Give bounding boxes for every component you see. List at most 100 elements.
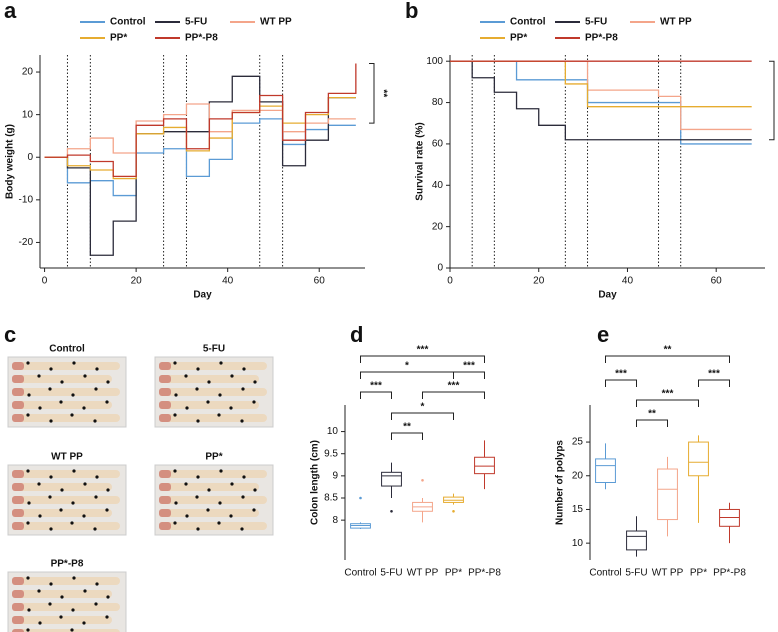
polyp-dot — [82, 514, 86, 518]
y-tick-label: 9.5 — [324, 448, 338, 459]
polyp-dot — [173, 521, 177, 525]
polyp-dot — [26, 361, 30, 365]
y-tick-label: -10 — [19, 194, 34, 205]
polyp-dot — [70, 521, 74, 525]
legend-label: PP*-P8 — [585, 33, 618, 44]
x-tick-label: PP* — [690, 568, 707, 579]
significance-label: *** — [417, 345, 429, 356]
polyp-dot — [173, 413, 177, 417]
polyp-dot — [241, 387, 245, 391]
significance-bracket — [360, 391, 392, 399]
significance-bracket — [769, 60, 775, 141]
y-axis-label: Colon length (cm) — [310, 440, 321, 525]
polyp-dot — [174, 501, 178, 505]
colon-strip — [12, 522, 120, 530]
x-tick-label: 20 — [131, 276, 143, 287]
polyp-dot — [185, 406, 189, 410]
significance-bracket — [369, 63, 375, 124]
step-line — [450, 60, 752, 108]
image-label: Control — [49, 344, 85, 355]
significance-bracket — [453, 371, 485, 379]
y-axis-label: Number of polyps — [555, 440, 566, 525]
polyp-dot — [217, 413, 221, 417]
polyp-dot — [71, 501, 75, 505]
y-tick-label: 25 — [572, 437, 584, 448]
y-tick-label: 40 — [432, 180, 444, 191]
polyp-dot — [95, 367, 99, 371]
significance-label: *** — [463, 361, 475, 372]
polyp-dot — [106, 488, 110, 492]
legend-label: Control — [110, 17, 146, 28]
colon-strip — [12, 470, 120, 478]
colon-strip — [159, 496, 267, 504]
image-label: PP*-P8 — [51, 559, 84, 570]
significance-label: *** — [370, 381, 382, 392]
colon-end — [12, 590, 24, 598]
polyp-dot — [82, 406, 86, 410]
step-line — [450, 60, 752, 131]
polyp-dot — [219, 469, 223, 473]
polyp-dot — [37, 482, 41, 486]
polyp-dot — [218, 501, 222, 505]
image-label: 5-FU — [203, 344, 225, 355]
box — [474, 456, 495, 475]
polyp-dot — [206, 508, 210, 512]
polyp-dot — [82, 621, 86, 625]
x-axis-label: Day — [193, 290, 212, 301]
polyp-dot — [27, 393, 31, 397]
panel-letter: c — [4, 322, 16, 347]
colon-strip — [12, 483, 112, 491]
polyp-dot — [95, 582, 99, 586]
legend-label: PP* — [110, 33, 127, 44]
outlier — [390, 509, 393, 513]
colon-strip — [159, 483, 259, 491]
x-tick-label: WT PP — [407, 568, 439, 579]
colon-strip — [159, 414, 267, 422]
polyp-dot — [72, 576, 76, 580]
y-tick-label: 20 — [572, 470, 584, 481]
y-axis-label: Survival rate (%) — [415, 122, 426, 200]
polyp-dot — [26, 413, 30, 417]
x-tick-label: Control — [589, 568, 621, 579]
polyp-dot — [71, 608, 75, 612]
legend-label: Control — [510, 17, 546, 28]
legend-label: PP* — [510, 33, 527, 44]
polyp-dot — [105, 615, 109, 619]
polyp-dot — [83, 374, 87, 378]
polyp-dot — [196, 367, 200, 371]
y-tick-label: 10 — [22, 109, 34, 120]
polyp-dot — [37, 374, 41, 378]
y-tick-label: 8.5 — [324, 493, 338, 504]
polyp-dot — [49, 527, 53, 531]
outlier — [452, 509, 455, 513]
significance-label: *** — [708, 369, 720, 380]
polyp-dot — [195, 387, 199, 391]
colon-strip — [12, 388, 120, 396]
colon-end — [12, 362, 24, 370]
significance-label: ** — [648, 409, 656, 420]
image-label: WT PP — [51, 452, 83, 463]
polyp-dot — [83, 589, 87, 593]
polyp-dot — [59, 508, 63, 512]
colon-end — [12, 603, 24, 611]
x-tick-label: 60 — [314, 276, 326, 287]
x-tick-label: WT PP — [652, 568, 684, 579]
polyp-dot — [106, 595, 110, 599]
outlier — [359, 496, 362, 500]
polyp-dot — [242, 475, 246, 479]
polyp-dot — [195, 495, 199, 499]
significance-bracket — [391, 412, 454, 420]
colon-strip — [12, 590, 112, 598]
panel-letter: d — [350, 322, 363, 347]
polyp-dot — [27, 501, 31, 505]
legend-label: WT PP — [660, 17, 692, 28]
colon-end — [159, 388, 171, 396]
step-line — [44, 75, 356, 256]
step-line — [44, 118, 356, 197]
y-tick-label: 20 — [22, 67, 34, 78]
x-axis-label: Day — [598, 290, 617, 301]
significance-label: *** — [448, 381, 460, 392]
polyp-dot — [71, 393, 75, 397]
y-tick-label: 10 — [327, 426, 339, 437]
polyp-dot — [59, 400, 63, 404]
